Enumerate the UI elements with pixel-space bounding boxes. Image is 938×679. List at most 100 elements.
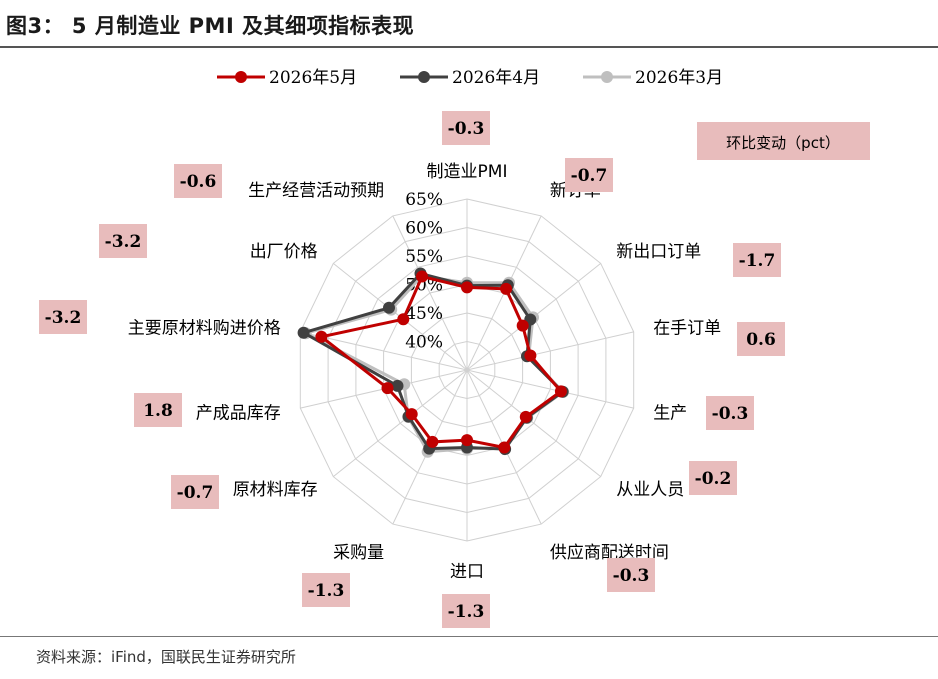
series-1: [297, 267, 569, 456]
delta-box: -1.3: [302, 573, 350, 607]
delta-value: -0.7: [571, 166, 608, 186]
category-label: 进口: [450, 562, 484, 582]
delta-box-bg: [134, 393, 182, 427]
legend-label: 2026年3月: [635, 68, 723, 88]
tick-label: 45%: [405, 304, 443, 324]
delta-box-bg: [737, 322, 785, 356]
delta-box-bg: [171, 475, 219, 509]
delta-box-bg: [607, 558, 655, 592]
series-point: [516, 319, 529, 332]
tick-label: 55%: [405, 247, 443, 267]
category-label: 产成品库存: [196, 404, 281, 424]
delta-boxes: -0.3 -0.7 -1.7 0.6 -0.3 -0.2 -0.3 -1.3 -1.3 -0.7 1…: [39, 111, 785, 628]
grid-spoke: [392, 215, 468, 371]
delta-box-bg: [174, 164, 222, 198]
series-point: [500, 282, 513, 295]
category-label: 从业人员: [616, 480, 684, 500]
delta-box: -0.3: [607, 558, 655, 592]
delta-box-bg: [565, 158, 613, 192]
category-label: 出厂价格: [250, 242, 318, 262]
series-point: [416, 270, 428, 283]
delta-box-bg: [99, 224, 147, 258]
series-point: [405, 408, 418, 421]
delta-note-box: [697, 122, 870, 160]
series-point: [381, 382, 394, 395]
delta-box: -1.3: [442, 594, 490, 628]
radar-chart: 40%45%50%55%60%65% 制造业PMI新订单新出口订单在手订单生产从…: [39, 68, 870, 628]
category-label: 制造业PMI: [427, 162, 508, 182]
series-point: [315, 330, 328, 343]
grid-spoke: [332, 369, 468, 477]
series-point: [498, 441, 511, 454]
delta-box: -0.6: [174, 164, 222, 198]
series-point: [461, 281, 473, 294]
delta-value: -3.2: [105, 232, 142, 252]
delta-value: -0.3: [712, 404, 749, 424]
category-label: 在手订单: [653, 319, 721, 339]
delta-box-bg: [39, 300, 87, 334]
delta-box: -0.2: [689, 461, 737, 495]
delta-value: -0.7: [177, 483, 214, 503]
legend-marker: [601, 71, 613, 83]
legend-item: 2026年5月: [217, 68, 357, 88]
legend-label: 2026年4月: [452, 68, 540, 88]
grid-spoke: [466, 369, 602, 477]
category-label: 原材料库存: [233, 480, 318, 500]
series-point: [383, 301, 395, 314]
delta-value: 0.6: [746, 330, 776, 350]
category-labels: 制造业PMI新订单新出口订单在手订单生产从业人员供应商配送时间进口采购量原材料库…: [128, 162, 721, 582]
delta-box-bg: [442, 594, 490, 628]
figure-title: 图3： 5 月制造业 PMI 及其细项指标表现: [6, 14, 415, 38]
tick-label: 60%: [405, 219, 443, 239]
category-label: 新出口订单: [616, 242, 701, 262]
tick-label: 40%: [405, 333, 443, 353]
radar-series: [297, 267, 570, 458]
delta-box: -0.3: [442, 111, 490, 145]
delta-value: -1.7: [739, 251, 776, 271]
series-point: [397, 313, 410, 326]
category-label: 主要原材料购进价格: [128, 319, 281, 339]
delta-note-label: 环比变动（pct）: [726, 134, 840, 152]
footer-divider: [0, 636, 938, 637]
delta-box: -0.3: [706, 396, 754, 430]
delta-value: -1.3: [308, 581, 345, 601]
legend-item: 2026年3月: [583, 68, 723, 88]
delta-box-bg: [733, 243, 781, 277]
category-label: 采购量: [333, 543, 384, 563]
radar-grid: [299, 198, 635, 542]
series-point: [391, 379, 404, 392]
delta-box: 0.6: [737, 322, 785, 356]
legend-marker: [418, 71, 430, 83]
delta-box-bg: [302, 573, 350, 607]
grid-spoke: [466, 369, 634, 409]
delta-note: 环比变动（pct）: [697, 122, 870, 160]
tick-label: 65%: [405, 190, 443, 210]
series-point: [461, 434, 473, 447]
legend-label: 2026年5月: [269, 68, 357, 88]
series-point: [297, 326, 310, 339]
delta-value: -0.3: [613, 566, 650, 586]
series-point: [524, 349, 537, 362]
category-label: 生产经营活动预期: [248, 181, 384, 201]
grid-spoke: [300, 331, 468, 371]
delta-value: 1.8: [143, 401, 173, 421]
legend-item: 2026年4月: [400, 68, 540, 88]
source-note: 资料来源：iFind，国联民生证券研究所: [36, 648, 296, 666]
delta-box: -1.7: [733, 243, 781, 277]
delta-box-bg: [442, 111, 490, 145]
series-0: [315, 270, 567, 454]
legend: 2026年5月 2026年4月 2026年3月: [217, 68, 723, 88]
series-point: [426, 435, 439, 448]
delta-box: -3.2: [99, 224, 147, 258]
delta-value: -1.3: [448, 602, 485, 622]
category-label: 生产: [653, 404, 687, 424]
legend-marker: [235, 71, 247, 83]
delta-box: -3.2: [39, 300, 87, 334]
delta-box: -0.7: [565, 158, 613, 192]
grid-spoke: [466, 331, 634, 371]
delta-value: -0.6: [180, 172, 217, 192]
series-point: [519, 410, 532, 423]
series-2: [299, 270, 570, 458]
delta-value: -0.3: [448, 119, 485, 139]
delta-value: -3.2: [45, 308, 82, 328]
